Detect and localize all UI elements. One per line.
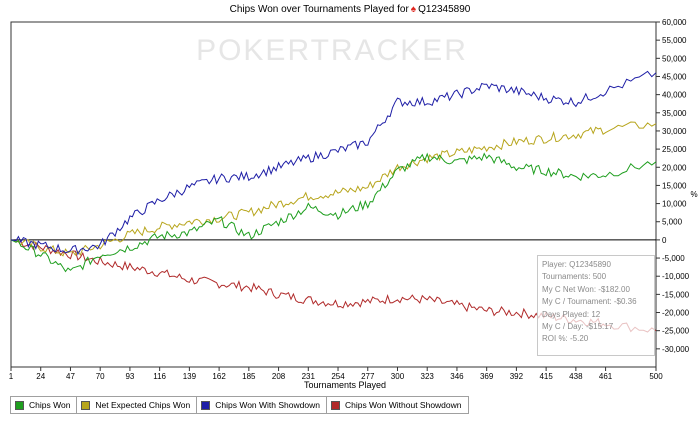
legend-item-net-expected[interactable]: Net Expected Chips Won bbox=[77, 397, 198, 413]
legend: Chips Won Net Expected Chips Won Chips W… bbox=[10, 396, 469, 414]
y-tick-label: 30,000 bbox=[662, 127, 687, 136]
chart-title-text: Chips Won over Tournaments Played for bbox=[229, 4, 409, 15]
x-tick-label: 346 bbox=[450, 372, 464, 381]
x-tick-label: 392 bbox=[510, 372, 524, 381]
y-tick-label: 25,000 bbox=[662, 145, 687, 154]
spade-icon: ♠ bbox=[410, 4, 417, 15]
x-tick-label: 185 bbox=[242, 372, 256, 381]
y-tick-label: -5,000 bbox=[662, 254, 685, 263]
y-axis-label: % bbox=[690, 190, 697, 199]
legend-label: Chips Won bbox=[29, 400, 71, 410]
x-tick-label: 231 bbox=[302, 372, 316, 381]
x-tick-label: 93 bbox=[125, 372, 134, 381]
y-tick-label: 40,000 bbox=[662, 91, 687, 100]
legend-swatch-without-showdown bbox=[330, 400, 340, 410]
x-tick-label: 254 bbox=[331, 372, 345, 381]
x-tick-label: 461 bbox=[599, 372, 613, 381]
legend-swatch-net-expected bbox=[81, 400, 91, 410]
x-tick-label: 162 bbox=[212, 372, 226, 381]
x-tick-label: 277 bbox=[361, 372, 375, 381]
y-tick-label: 55,000 bbox=[662, 36, 687, 45]
legend-item-without-showdown[interactable]: Chips Won Without Showdown bbox=[327, 397, 468, 413]
legend-item-showdown[interactable]: Chips Won With Showdown bbox=[197, 397, 327, 413]
y-tick-label: 50,000 bbox=[662, 54, 687, 63]
x-axis-label: Tournaments Played bbox=[304, 380, 386, 390]
series-line-chips-won-with-showdown bbox=[10, 70, 657, 256]
chart-title: Chips Won over Tournaments Played for ♠ Q1… bbox=[0, 4, 700, 15]
stat-player: Player: Q12345890 bbox=[542, 260, 611, 269]
y-tick-label: -15,000 bbox=[662, 290, 690, 299]
legend-swatch-showdown bbox=[201, 400, 211, 410]
y-tick-label: 0 bbox=[662, 236, 667, 245]
legend-label: Net Expected Chips Won bbox=[95, 400, 191, 410]
x-tick-label: 500 bbox=[649, 372, 663, 381]
stat-roi: ROI %: -5.20 bbox=[542, 334, 589, 344]
legend-item-chips-won[interactable]: Chips Won bbox=[11, 397, 78, 413]
y-tick-label: -10,000 bbox=[662, 272, 690, 281]
y-tick-label: 60,000 bbox=[662, 18, 687, 27]
y-tick-label: 20,000 bbox=[662, 163, 687, 172]
x-tick-label: 300 bbox=[391, 372, 405, 381]
x-tick-label: 369 bbox=[480, 372, 494, 381]
stat-net-won: My C Net Won: -$182.00 bbox=[542, 284, 630, 294]
y-tick-label: -25,000 bbox=[662, 327, 690, 336]
x-tick-label: 1 bbox=[9, 372, 14, 381]
x-tick-label: 70 bbox=[96, 372, 105, 381]
x-tick-label: 208 bbox=[272, 372, 286, 381]
y-tick-label: -20,000 bbox=[662, 309, 690, 318]
stat-per-day: My C / Day: -$15.17 bbox=[542, 322, 614, 332]
y-tick-label: 10,000 bbox=[662, 200, 687, 209]
legend-label: Chips Won With Showdown bbox=[215, 400, 320, 410]
x-tick-label: 438 bbox=[569, 372, 583, 381]
x-tick-label: 323 bbox=[421, 372, 435, 381]
x-tick-label: 415 bbox=[539, 372, 553, 381]
x-tick-label: 24 bbox=[36, 372, 45, 381]
watermark-text: POKERTRACKER bbox=[196, 34, 468, 67]
stat-days-played: Days Played: 12 bbox=[542, 309, 601, 319]
y-tick-label: 15,000 bbox=[662, 181, 687, 190]
series-line-chips-won bbox=[10, 152, 657, 273]
y-tick-label: 35,000 bbox=[662, 109, 687, 118]
x-tick-label: 139 bbox=[183, 372, 197, 381]
y-tick-label: 45,000 bbox=[662, 72, 687, 81]
y-tick-label: 5,000 bbox=[662, 218, 683, 227]
stat-per-tournament: My C / Tournament: -$0.36 bbox=[542, 297, 637, 307]
x-tick-label: 116 bbox=[153, 372, 166, 381]
stat-tournaments: Tournaments: 500 bbox=[542, 272, 607, 282]
y-tick-label: -30,000 bbox=[662, 345, 690, 354]
chart-title-player: Q12345890 bbox=[418, 4, 471, 15]
x-tick-label: 47 bbox=[66, 372, 75, 381]
series-line-net-expected-chips-won bbox=[10, 121, 657, 257]
legend-swatch-chips-won bbox=[15, 400, 24, 410]
series-line-chips-won-without-showdown bbox=[10, 239, 657, 333]
stats-box: Player: Q12345890 Tournaments: 500 My C … bbox=[537, 255, 655, 356]
legend-label: Chips Won Without Showdown bbox=[344, 400, 462, 410]
